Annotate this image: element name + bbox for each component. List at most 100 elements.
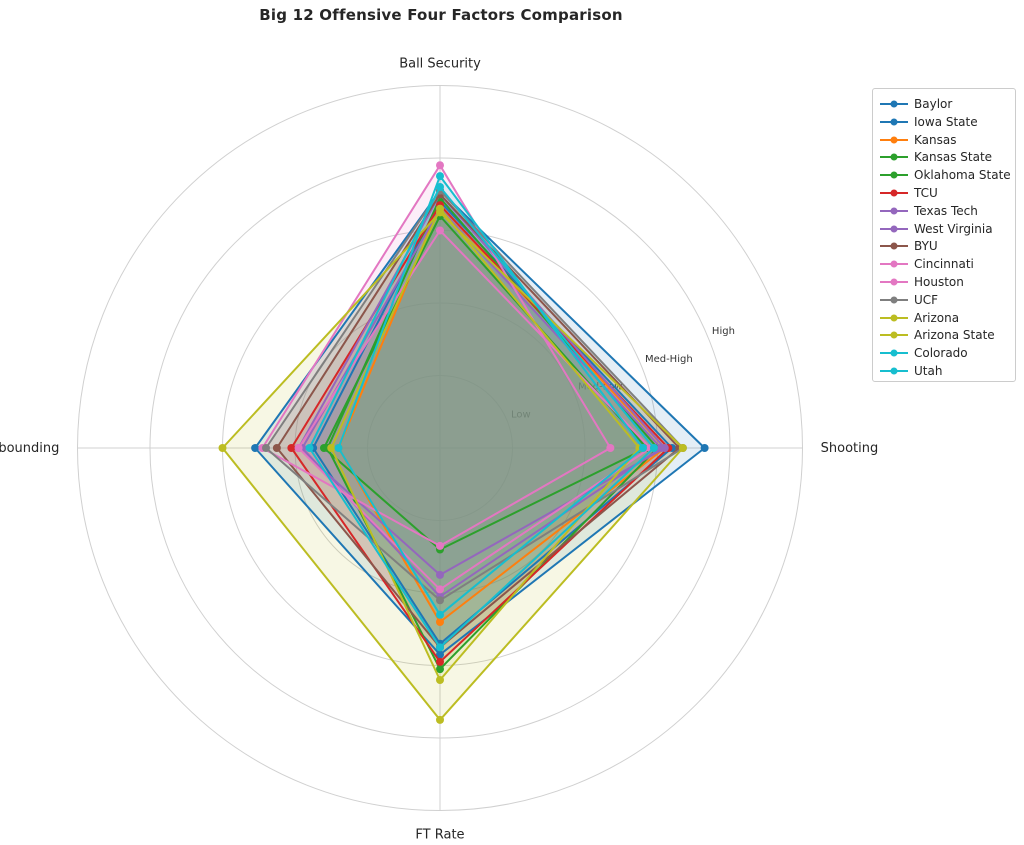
legend-swatch bbox=[880, 331, 908, 339]
data-point bbox=[606, 444, 615, 452]
legend-item: Kansas State bbox=[879, 148, 992, 166]
data-point bbox=[251, 444, 260, 452]
legend-label: BYU bbox=[914, 239, 938, 254]
legend-swatch bbox=[880, 153, 908, 161]
legend-swatch bbox=[880, 207, 908, 215]
legend-swatch bbox=[880, 189, 908, 197]
series-fill bbox=[262, 165, 611, 546]
radar-grid: Low Med-Low Med-High High bbox=[77, 85, 803, 811]
legend-item: Kansas bbox=[879, 131, 956, 149]
series-fill bbox=[266, 190, 683, 601]
radial-tick-label: Low bbox=[511, 409, 531, 420]
legend-item: Oklahoma State bbox=[879, 166, 1011, 184]
legend-swatch bbox=[880, 349, 908, 357]
legend-swatch bbox=[880, 278, 908, 286]
legend-label: Texas Tech bbox=[914, 203, 978, 218]
legend-label: Arizona bbox=[914, 310, 960, 325]
data-point bbox=[678, 444, 687, 452]
legend-swatch bbox=[880, 260, 908, 268]
data-point bbox=[436, 161, 444, 170]
legend-swatch bbox=[880, 171, 908, 179]
series-fill bbox=[327, 197, 658, 670]
legend-swatch bbox=[880, 242, 908, 250]
legend-label: Utah bbox=[914, 364, 943, 378]
legend-item: West Virginia bbox=[879, 220, 993, 238]
radial-tick-label: Med-Low bbox=[578, 382, 622, 393]
legend-item: Houston bbox=[879, 273, 964, 291]
data-point bbox=[639, 444, 647, 452]
radial-tick-label: Med-High bbox=[645, 354, 693, 365]
series-lines bbox=[218, 161, 709, 724]
axis-label: Off Rebounding bbox=[0, 441, 59, 456]
axis-label: Shooting bbox=[821, 441, 879, 456]
legend-item: BYU bbox=[879, 237, 938, 255]
data-point bbox=[436, 172, 444, 181]
legend-item: Arizona State bbox=[879, 326, 995, 344]
legend-label: Iowa State bbox=[914, 114, 978, 129]
legend-item: Utah bbox=[879, 362, 942, 380]
legend-label: TCU bbox=[914, 186, 938, 200]
data-point bbox=[436, 610, 444, 619]
legend-label: Baylor bbox=[914, 97, 953, 111]
data-point bbox=[436, 585, 444, 594]
legend-label: UCF bbox=[914, 292, 939, 307]
data-point bbox=[334, 444, 343, 452]
data-point bbox=[436, 657, 444, 666]
data-point bbox=[436, 650, 444, 659]
legend-swatch bbox=[880, 314, 908, 322]
data-point bbox=[436, 676, 444, 684]
radial-tick-label: High bbox=[712, 326, 735, 337]
data-point bbox=[436, 570, 444, 579]
data-point bbox=[436, 226, 444, 235]
data-point bbox=[436, 541, 444, 550]
legend-label: Kansas State bbox=[914, 150, 993, 165]
series-fill bbox=[313, 201, 672, 644]
data-point bbox=[436, 596, 444, 605]
legend-label: Oklahoma State bbox=[914, 168, 1011, 183]
axis-labels: Shooting Ball Security Off Rebounding FT Ra… bbox=[0, 56, 878, 842]
data-point bbox=[294, 444, 303, 452]
data-point bbox=[436, 715, 444, 724]
legend-item: Colorado bbox=[879, 344, 968, 362]
series-fill bbox=[338, 205, 665, 622]
data-point bbox=[657, 444, 666, 452]
legend-label: Cincinnati bbox=[914, 257, 974, 272]
data-point bbox=[700, 444, 709, 452]
data-point bbox=[436, 204, 444, 213]
axis-label: FT Rate bbox=[415, 828, 464, 843]
legend-item: Texas Tech bbox=[879, 202, 978, 220]
data-point bbox=[436, 183, 444, 191]
data-point bbox=[287, 444, 296, 452]
data-point bbox=[305, 444, 314, 452]
legend-swatch bbox=[880, 367, 908, 375]
legend-item: TCU bbox=[879, 184, 938, 202]
legend-swatch bbox=[880, 100, 908, 108]
series-fill bbox=[298, 194, 665, 575]
data-point bbox=[436, 665, 444, 674]
axis-label: Ball Security bbox=[399, 56, 481, 71]
legend-item: Iowa State bbox=[879, 113, 978, 131]
data-point bbox=[649, 444, 658, 452]
legend-swatch bbox=[880, 136, 908, 144]
data-point bbox=[218, 444, 227, 452]
legend-label: Arizona State bbox=[914, 328, 995, 343]
legend-label: Colorado bbox=[914, 346, 968, 361]
data-point bbox=[327, 444, 336, 452]
legend-label: Kansas bbox=[914, 132, 957, 147]
data-point bbox=[262, 444, 270, 452]
legend-swatch bbox=[880, 296, 908, 304]
legend: Baylor Iowa State Kansas Kansas State Oklaho… bbox=[872, 88, 1016, 382]
legend-item: UCF bbox=[879, 291, 938, 309]
legend-item: Cincinnati bbox=[879, 255, 974, 273]
legend-swatch bbox=[880, 225, 908, 233]
legend-swatch bbox=[880, 118, 908, 126]
data-point bbox=[436, 643, 444, 652]
legend-item: Baylor bbox=[879, 95, 952, 113]
legend-label: Houston bbox=[914, 275, 964, 289]
legend-label: West Virginia bbox=[914, 221, 993, 236]
chart-title: Big 12 Offensive Four Factors Comparison bbox=[259, 6, 623, 24]
series-fill bbox=[309, 187, 654, 648]
series-fill bbox=[324, 216, 647, 550]
legend-item: Arizona bbox=[879, 309, 959, 327]
